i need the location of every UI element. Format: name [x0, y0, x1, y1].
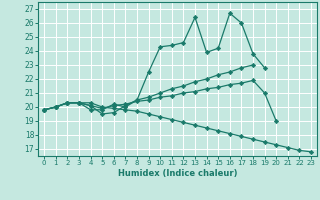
X-axis label: Humidex (Indice chaleur): Humidex (Indice chaleur) — [118, 169, 237, 178]
